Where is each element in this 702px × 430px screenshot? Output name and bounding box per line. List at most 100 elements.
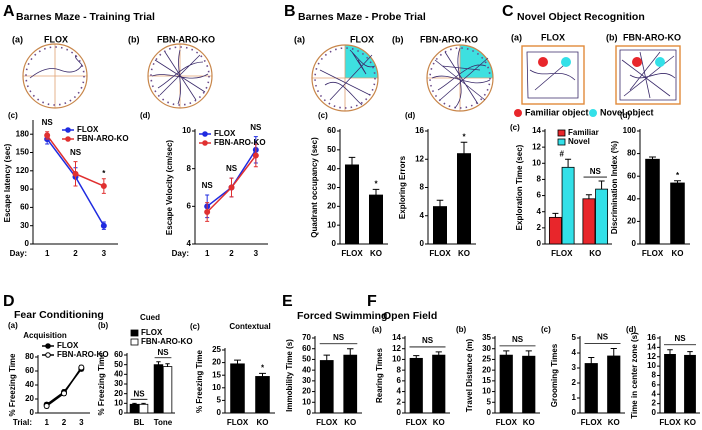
- annotation: NS: [226, 164, 238, 173]
- maze-image: [22, 43, 88, 109]
- marker: [228, 184, 235, 191]
- y-axis-label: Time in center zone (s): [630, 332, 639, 419]
- y-tick-label: 30: [482, 344, 491, 353]
- arena-image: [521, 45, 585, 105]
- annotation: NS: [250, 123, 262, 132]
- x-tick-label: FLOX: [429, 249, 451, 258]
- panel-letter: E: [282, 293, 293, 310]
- annotation: NS: [422, 336, 434, 345]
- marker: [44, 132, 51, 139]
- y-tick-label: 0: [537, 239, 542, 248]
- y-tick-label: 16: [415, 126, 424, 135]
- image-caption: FBN-ARO-KO: [623, 32, 681, 42]
- y-tick-label: 4: [420, 211, 425, 220]
- y-tick-label: 6: [187, 201, 192, 210]
- y-tick-label: 12: [532, 142, 541, 151]
- x-tick-label: FLOX: [406, 418, 428, 427]
- y-tick-label: 14: [392, 333, 401, 342]
- x-tick-label: FLOX: [496, 418, 518, 427]
- x-tick-label: 3: [254, 249, 259, 258]
- y-tick-label: 60: [327, 126, 336, 135]
- chart-label: (d): [140, 111, 151, 120]
- bar: [343, 354, 358, 414]
- y-tick-label: 0: [397, 408, 402, 417]
- annotation: NS: [590, 167, 602, 176]
- y-tick-label: 10: [482, 387, 491, 396]
- legend-label: Novel: [568, 137, 590, 146]
- image-label: (b): [392, 34, 404, 44]
- error-bar: [436, 199, 444, 207]
- chart-label: (c): [318, 111, 328, 120]
- chart-label: (c): [510, 123, 520, 132]
- y-tick-label: 12: [647, 352, 656, 361]
- y-axis-label: Discrimination Index (%): [610, 140, 619, 234]
- y-tick-label: 10: [647, 361, 656, 370]
- x-axis-label: Day:: [172, 249, 189, 258]
- x-tick-label: KO: [458, 249, 470, 258]
- chart-label: (c): [541, 325, 551, 334]
- x-tick-label: FLOX: [659, 418, 681, 427]
- panel-title: Fear Conditioning: [14, 309, 104, 321]
- bar: [582, 198, 596, 245]
- y-tick-label: 180: [16, 129, 30, 138]
- legend-label: Familiar object: [525, 107, 589, 117]
- error-bar: [667, 349, 673, 355]
- y-tick-label: 0: [420, 239, 425, 248]
- bar: [456, 153, 471, 245]
- y-tick-label: 10: [327, 220, 336, 229]
- y-tick-label: 8: [397, 365, 402, 374]
- y-tick-label: 4: [572, 348, 577, 357]
- y-tick-label: 10: [392, 355, 401, 364]
- y-tick-label: 10: [212, 383, 221, 392]
- y-tick-label: 80: [627, 149, 636, 158]
- legend-label: FLOX: [77, 125, 99, 134]
- y-tick-label: 50: [302, 355, 311, 364]
- y-tick-label: 6: [652, 380, 657, 389]
- bar: [162, 366, 173, 414]
- chart-label: (b): [456, 325, 467, 334]
- x-axis-label: Day:: [10, 249, 27, 258]
- legend-label: FBN-ARO-KO: [57, 350, 109, 359]
- x-axis-label: Trial:: [13, 418, 32, 427]
- y-tick-label: 5: [217, 396, 222, 405]
- y-tick-label: 8: [187, 164, 192, 173]
- legend-label: FLOX: [214, 129, 236, 138]
- panel-letter: C: [502, 3, 514, 20]
- legend-marker: [65, 127, 71, 133]
- error-bar: [503, 350, 510, 356]
- annotation: NS: [333, 333, 345, 342]
- error-bar: [610, 348, 617, 356]
- x-tick-label: KO: [370, 249, 382, 258]
- y-tick-label: 10: [182, 126, 191, 135]
- y-axis-label: Travel Distance (m): [465, 338, 474, 412]
- image-caption: FLOX: [350, 34, 374, 44]
- bar: [368, 194, 383, 245]
- legend-label: Novel object: [600, 107, 654, 117]
- annotation: *: [676, 171, 680, 180]
- y-tick-label: 3: [572, 363, 577, 372]
- bar: [548, 216, 562, 245]
- error-bar: [259, 372, 266, 377]
- panel-title: Barnes Maze - Probe Trial: [298, 11, 426, 23]
- x-tick-label: KO: [257, 418, 269, 427]
- maze-image: [426, 44, 494, 112]
- y-tick-label: 12: [392, 344, 401, 353]
- image-caption: FLOX: [44, 34, 68, 44]
- legend-swatch: [130, 329, 139, 337]
- y-tick-label: 6: [537, 191, 542, 200]
- y-tick-label: 2: [652, 399, 657, 408]
- y-tick-label: 90: [20, 184, 29, 193]
- marker: [252, 152, 259, 159]
- y-tick-label: 8: [652, 371, 657, 380]
- bar: [432, 206, 447, 245]
- x-tick-label: KO: [433, 418, 445, 427]
- annotation: *: [261, 364, 265, 373]
- bar: [670, 182, 685, 245]
- panel-title: Novel Object Recognition: [517, 11, 645, 23]
- bar: [319, 360, 334, 414]
- legend-marker: [45, 352, 51, 358]
- legend-label: FLOX: [141, 328, 163, 337]
- y-tick-label: 30: [20, 221, 29, 230]
- error-bar: [552, 212, 559, 218]
- bar: [499, 354, 513, 414]
